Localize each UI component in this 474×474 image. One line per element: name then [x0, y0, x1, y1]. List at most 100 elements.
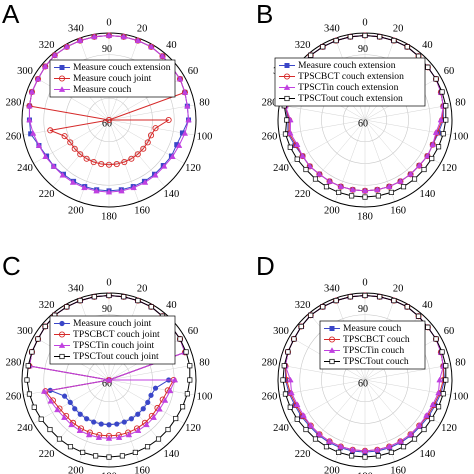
data-point [175, 142, 183, 148]
angle-tick-label: 280 [262, 98, 278, 109]
data-point [423, 412, 430, 418]
data-point [93, 453, 99, 459]
data-point [303, 166, 309, 173]
data-point [187, 377, 193, 383]
data-point [385, 183, 393, 189]
data-point [150, 414, 157, 420]
data-point [337, 443, 345, 449]
data-point [125, 431, 133, 438]
data-point [134, 37, 142, 43]
data-point [439, 349, 445, 355]
data-point [374, 446, 381, 453]
data-point [128, 155, 135, 162]
data-point [433, 76, 439, 82]
data-point [400, 184, 407, 190]
data-point [41, 63, 49, 69]
angle-tick-label: 60 [444, 66, 455, 77]
data-point [171, 376, 179, 383]
panel-letter: A [2, 0, 20, 29]
legend-marker [284, 95, 290, 102]
angle-tick-label: 120 [441, 163, 457, 174]
angle-tick-label: 140 [163, 189, 179, 200]
data-point [176, 75, 184, 82]
data-point [439, 89, 445, 95]
data-point [333, 298, 339, 304]
data-point [326, 438, 333, 444]
panel-letter: D [256, 251, 275, 281]
data-point [173, 415, 179, 422]
radial-tick-label: 90 [358, 44, 368, 55]
data-point [177, 336, 183, 342]
data-point [93, 187, 100, 194]
angle-tick-label: 260 [6, 391, 22, 402]
data-point [433, 336, 439, 342]
data-point [165, 426, 171, 433]
data-point [81, 184, 88, 191]
data-point [285, 349, 291, 355]
data-point [377, 294, 383, 300]
data-point [47, 426, 53, 433]
data-point [159, 52, 166, 59]
angle-tick-label: 120 [185, 423, 201, 434]
data-point [68, 421, 75, 428]
data-point [166, 387, 174, 394]
data-point [141, 179, 149, 185]
grid-spoke [364, 104, 451, 121]
data-point [147, 132, 155, 139]
data-point [120, 33, 127, 40]
data-point [316, 430, 323, 437]
angle-tick-label: 100 [453, 391, 469, 402]
data-point [443, 377, 449, 383]
legend-label: TPSCTout couch joint [73, 351, 159, 362]
data-point [362, 454, 368, 460]
data-point [26, 102, 33, 109]
data-point [336, 189, 342, 195]
angle-tick-label: 20 [137, 23, 148, 34]
angle-tick-label: 20 [393, 283, 404, 294]
legend-marker [328, 347, 336, 353]
angle-tick-label: 160 [134, 206, 150, 217]
data-point [105, 435, 113, 441]
data-point [38, 416, 44, 422]
angle-tick-label: 260 [262, 391, 278, 402]
radial-tick-label: 60 [102, 379, 112, 390]
data-point [443, 117, 449, 123]
data-point [299, 152, 306, 159]
data-point [337, 183, 345, 189]
angle-tick-label: 40 [422, 300, 433, 311]
data-point [29, 130, 37, 136]
data-point [106, 292, 112, 299]
angle-tick-label: 300 [17, 326, 33, 337]
data-point [347, 294, 353, 300]
data-point [287, 376, 294, 383]
data-point [144, 444, 151, 450]
angle-tick-label: 320 [39, 300, 55, 311]
data-point [148, 304, 154, 310]
data-point [40, 388, 48, 394]
data-point [28, 88, 36, 95]
angle-tick-label: 60 [188, 326, 199, 337]
data-point [320, 44, 326, 50]
angle-tick-label: 340 [68, 23, 84, 34]
angle-tick-label: 40 [166, 300, 177, 311]
data-point [128, 416, 134, 422]
angle-tick-label: 20 [137, 283, 148, 294]
grid-spoke [279, 379, 366, 396]
angle-tick-label: 240 [17, 423, 33, 434]
angle-tick-label: 180 [101, 472, 117, 474]
data-point [84, 416, 90, 422]
data-point [64, 304, 70, 310]
data-point [362, 292, 368, 299]
data-point [67, 399, 73, 405]
polar-panel-c: C 0 20 40 60 80 100 120 140 160 180 200 220 240 260 280… [2, 251, 212, 474]
radial-tick-label: 60 [102, 119, 112, 130]
legend-marker [284, 62, 290, 68]
angle-tick-label: 200 [68, 206, 84, 217]
data-point [106, 454, 112, 460]
data-point [388, 189, 394, 195]
data-point [132, 449, 138, 455]
data-point [91, 33, 98, 40]
legend-label: TPSCBCT couch joint [73, 329, 160, 340]
